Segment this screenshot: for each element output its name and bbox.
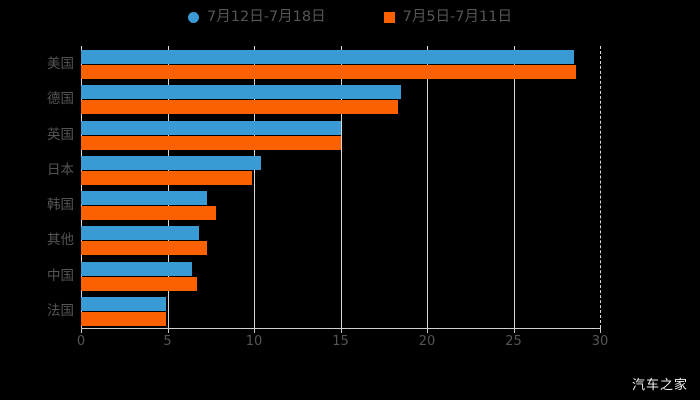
bar-series-1[interactable] [81, 241, 208, 256]
category-label: 其他 [47, 232, 74, 249]
bar-series-1[interactable] [81, 206, 216, 220]
category-label: 韩国 [47, 197, 74, 213]
x-tick-label: 20 [418, 334, 436, 349]
x-tick-mark [600, 328, 601, 333]
x-tick-label: 25 [505, 334, 522, 349]
bar-groups [81, 46, 600, 328]
plot-area [81, 46, 601, 328]
gridline [254, 46, 255, 328]
bar-series-0[interactable] [81, 191, 208, 205]
x-tick-mark [254, 328, 255, 333]
category-label: 法国 [47, 302, 74, 319]
square-marker-icon [383, 11, 395, 23]
x-tick-mark [340, 328, 342, 333]
legend-entry-series-1[interactable]: 7月5日-7月11日 [383, 8, 512, 25]
gridline [340, 46, 342, 328]
bar-series-1[interactable] [81, 311, 166, 326]
x-axis-tick-labels: 0 5 10 15 20 25 30 [0, 335, 700, 355]
circle-marker-icon [188, 11, 200, 23]
x-tick-mark [167, 328, 169, 333]
category-label: 日本 [47, 161, 74, 178]
y-axis-line [81, 46, 82, 328]
bar-group [81, 226, 600, 257]
bar-series-0[interactable] [81, 296, 166, 311]
bar-series-1[interactable] [81, 170, 253, 185]
gridline [513, 46, 515, 328]
bar-series-0[interactable] [81, 120, 341, 135]
category-label: 美国 [47, 56, 74, 72]
gridline [167, 46, 169, 328]
bar-group [81, 120, 600, 152]
x-tick-mark [427, 328, 428, 333]
bar-group [81, 261, 600, 293]
category-label: 中国 [47, 267, 74, 284]
category-label: 德国 [47, 91, 74, 108]
bar-series-0[interactable] [81, 226, 199, 241]
bar-series-1[interactable] [81, 135, 341, 150]
watermark-label: 汽车之家 [631, 378, 688, 393]
bar-group [81, 85, 600, 116]
x-tick-label: 10 [245, 334, 263, 349]
legend-label-series-1: 7月5日-7月11日 [402, 8, 512, 25]
x-tick-label: 5 [163, 334, 172, 349]
chart-legend: 7月12日-7月18日 7月5日-7月11日 [0, 4, 700, 30]
bar-series-0[interactable] [81, 261, 192, 276]
x-tick-mark [81, 328, 82, 333]
x-tick-label: 15 [332, 334, 349, 349]
x-tick-label: 0 [76, 334, 86, 349]
category-axis-labels: 美国德国英国日本韩国其他中国法国 [0, 46, 74, 328]
bar-group [81, 191, 600, 222]
gridline [600, 46, 601, 328]
bar-series-1[interactable] [81, 100, 398, 115]
bar-group [81, 50, 600, 81]
bar-series-0[interactable] [81, 155, 261, 170]
x-tick-label: 30 [591, 334, 609, 349]
bar-group [81, 155, 600, 187]
bar-series-0[interactable] [81, 50, 575, 64]
category-label: 英国 [47, 126, 74, 143]
gridline [427, 46, 428, 328]
legend-label-series-0: 7月12日-7月18日 [207, 8, 326, 25]
bar-group [81, 296, 600, 328]
x-tick-mark [513, 328, 515, 333]
legend-entry-series-0[interactable]: 7月12日-7月18日 [188, 10, 326, 25]
bar-series-1[interactable] [81, 276, 197, 291]
bar-series-1[interactable] [81, 65, 576, 79]
bar-series-0[interactable] [81, 85, 402, 100]
